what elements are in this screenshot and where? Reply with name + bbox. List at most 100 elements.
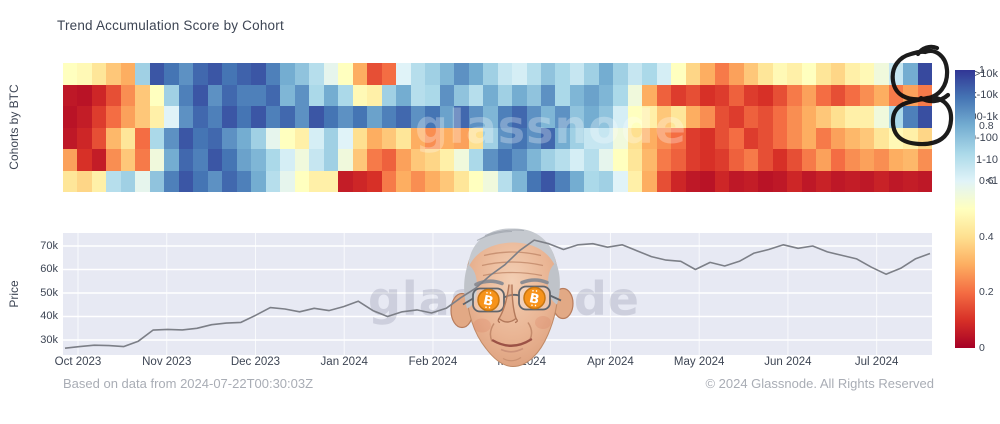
heatmap-cell bbox=[352, 84, 368, 106]
heatmap-cell bbox=[149, 127, 165, 149]
x-tick-label: Jul 2024 bbox=[854, 356, 899, 368]
heatmap-cell bbox=[425, 149, 440, 171]
heatmap-cell bbox=[743, 63, 759, 85]
heatmap-cell bbox=[323, 170, 339, 192]
heatmap-cell bbox=[656, 149, 672, 171]
heatmap-y-axis-title: Cohorts by BTC bbox=[7, 84, 21, 170]
heatmap-cell bbox=[859, 84, 875, 106]
heatmap-cell bbox=[830, 170, 846, 192]
heatmap-cell bbox=[91, 127, 107, 149]
heatmap-cell bbox=[685, 170, 701, 192]
heatmap-cell bbox=[671, 106, 686, 128]
heatmap-cell bbox=[512, 170, 527, 192]
heatmap-cell bbox=[439, 106, 455, 128]
cohort-tick-label: 1-10 bbox=[975, 153, 998, 166]
heatmap-cell bbox=[512, 127, 527, 149]
heatmap-cell bbox=[352, 127, 368, 149]
x-tick-label: Apr 2024 bbox=[587, 356, 634, 368]
heatmap-cell bbox=[439, 149, 455, 171]
heatmap-row bbox=[63, 127, 933, 149]
heatmap-cell bbox=[526, 84, 541, 106]
chin-crease bbox=[502, 356, 522, 362]
heatmap-cell bbox=[236, 63, 252, 85]
heatmap-cell bbox=[569, 84, 585, 106]
heatmap-cell bbox=[106, 127, 121, 149]
heatmap-cell bbox=[917, 63, 933, 85]
heatmap-cell bbox=[222, 149, 237, 171]
heatmap-cell bbox=[874, 170, 889, 192]
svg-text:B: B bbox=[528, 291, 541, 308]
heatmap-cell bbox=[787, 149, 802, 171]
heatmap-cell bbox=[439, 84, 455, 106]
heatmap-cell bbox=[251, 170, 266, 192]
heatmap-cell bbox=[207, 63, 223, 85]
heatmap-cell bbox=[714, 106, 730, 128]
heatmap-cell bbox=[207, 149, 223, 171]
heatmap-cell bbox=[801, 149, 817, 171]
heatmap-cell bbox=[381, 170, 397, 192]
heatmap-cell bbox=[758, 63, 773, 85]
heatmap-cell bbox=[178, 106, 194, 128]
heatmap-cell bbox=[63, 127, 78, 149]
heatmap-cell bbox=[352, 170, 368, 192]
heatmap-cell bbox=[888, 84, 904, 106]
heatmap-cell bbox=[265, 63, 281, 85]
heatmap-cell bbox=[816, 127, 831, 149]
heatmap-cell bbox=[584, 63, 599, 85]
heatmap-cell bbox=[120, 106, 136, 128]
heatmap-row bbox=[63, 63, 933, 85]
heatmap-cell bbox=[251, 84, 266, 106]
heatmap-cell bbox=[207, 84, 223, 106]
heatmap-cell bbox=[149, 170, 165, 192]
heatmap-cell bbox=[613, 170, 628, 192]
heatmap-cell bbox=[656, 170, 672, 192]
heatmap-cell bbox=[598, 149, 614, 171]
heatmap-cell bbox=[497, 106, 513, 128]
heatmap-cell bbox=[642, 63, 657, 85]
heatmap-cell bbox=[425, 127, 440, 149]
heatmap-cell bbox=[106, 84, 121, 106]
heatmap-cell bbox=[63, 63, 78, 85]
heatmap-cell bbox=[338, 106, 353, 128]
heatmap-plot-area[interactable] bbox=[63, 63, 933, 192]
heatmap-cell bbox=[396, 84, 411, 106]
heatmap-cell bbox=[410, 127, 426, 149]
colorbar-tick-label: 0.6 bbox=[979, 175, 994, 188]
heatmap-cell bbox=[236, 149, 252, 171]
heatmap-cell bbox=[888, 149, 904, 171]
forehead-wrinkles bbox=[481, 251, 544, 277]
heatmap-cell bbox=[627, 149, 643, 171]
heatmap-cell bbox=[381, 127, 397, 149]
heatmap-cell bbox=[352, 63, 368, 85]
heatmap-cell bbox=[830, 106, 846, 128]
heatmap-cell bbox=[439, 63, 455, 85]
heatmap-row bbox=[63, 84, 933, 106]
x-tick-label: Oct 2023 bbox=[54, 356, 102, 368]
heatmap-cell bbox=[816, 84, 831, 106]
colorbar-tick-label: 0.2 bbox=[979, 286, 994, 299]
heatmap-cell bbox=[367, 127, 382, 149]
heatmap-cell bbox=[772, 106, 788, 128]
heatmap-cell bbox=[526, 170, 541, 192]
heatmap-cell bbox=[512, 63, 527, 85]
heatmap-cell bbox=[251, 127, 266, 149]
heatmap-cell bbox=[787, 127, 802, 149]
heatmap-cell bbox=[714, 84, 730, 106]
heatmap-cell bbox=[714, 63, 730, 85]
heatmap-cell bbox=[903, 106, 918, 128]
heatmap-cell bbox=[454, 106, 469, 128]
heatmap-cell bbox=[63, 106, 78, 128]
heatmap-cell bbox=[772, 84, 788, 106]
heatmap-cell bbox=[309, 127, 324, 149]
heatmap-cell bbox=[352, 106, 368, 128]
heatmap-cell bbox=[454, 127, 469, 149]
x-tick-label: Feb 2024 bbox=[408, 356, 458, 368]
heatmap-cell bbox=[309, 170, 324, 192]
heatmap-cell bbox=[613, 127, 628, 149]
heatmap-cell bbox=[671, 63, 686, 85]
heatmap-cell bbox=[613, 63, 628, 85]
heatmap-cell bbox=[410, 84, 426, 106]
heatmap-cell bbox=[613, 106, 628, 128]
heatmap-cell bbox=[497, 84, 513, 106]
